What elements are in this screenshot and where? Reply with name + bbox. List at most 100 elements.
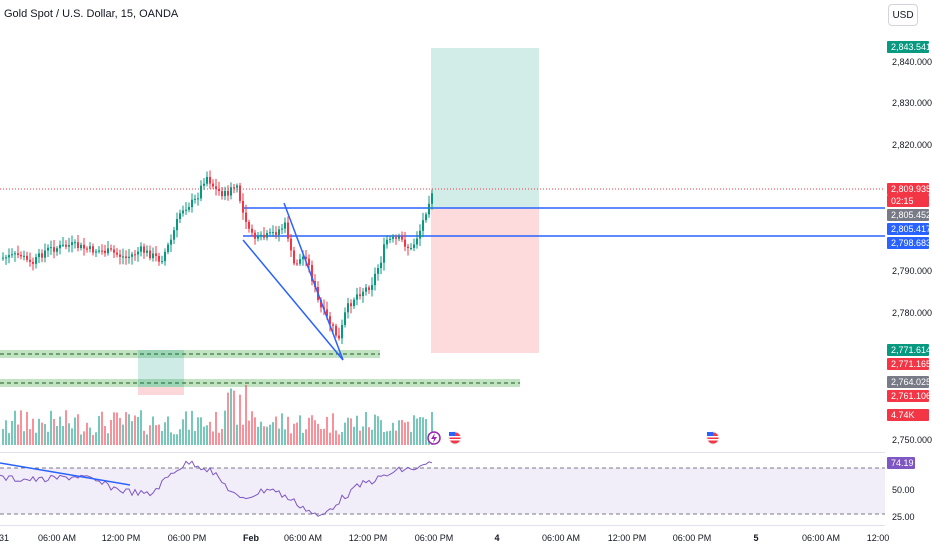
candle-body [161,261,163,263]
volume-bar [44,424,46,445]
time-label: 12:00 PM [607,533,647,543]
candle-body [392,237,394,239]
candle-body [272,232,274,234]
volume-bar [272,422,274,445]
zone-price-tag: 2,764.025 [887,376,931,388]
time-label: 12:00 PM [101,533,141,543]
volume-bar [242,424,244,445]
wedge-line-top[interactable] [283,202,344,361]
candle-body [50,247,52,249]
volume-bar [41,422,43,445]
volume-bar [80,434,82,445]
rsi-line [0,460,433,517]
volume-bar [296,422,298,445]
candle-body [350,303,352,307]
candle-body [218,189,220,192]
time-label: 06:00 AM [283,533,323,543]
volume-bar [230,388,232,445]
candle-body [401,236,403,240]
volume-bar [287,416,289,445]
currency-button[interactable]: USD [888,4,918,26]
volume-bar [35,432,37,445]
wedge-line-bottom[interactable] [242,239,344,361]
volume-bar [101,411,103,445]
candle-body [104,250,106,254]
candle-body [422,220,424,231]
candle-body [239,185,241,201]
volume-tag: 4.74K [887,409,929,421]
volume-bar [68,423,70,445]
candle-body [71,242,73,246]
candle-body [116,252,118,255]
candle-body [77,242,79,249]
candle-body [200,185,202,199]
loss-zone[interactable] [431,208,539,353]
us-flag-icon[interactable] [448,431,462,445]
us-flag-icon[interactable] [706,431,720,445]
symbol-title[interactable]: Gold Spot / U.S. Dollar, 15, OANDA [4,8,179,20]
volume-bar [77,414,79,445]
chart-canvas[interactable] [0,0,885,550]
volume-bar [200,417,202,445]
volume-bar [23,431,25,445]
volume-bar [278,428,280,445]
volume-bar [425,419,427,445]
candle-body [179,213,181,220]
candle-body [131,254,133,257]
candle-body [290,238,292,251]
candle-body [164,251,166,262]
rsi-trendline[interactable] [0,462,131,486]
volume-bar [233,390,235,445]
candle-body [17,253,19,256]
volume-bar [224,410,226,445]
volume-bar [62,426,64,445]
candle-body [305,256,307,259]
candle-body [44,250,46,258]
lightning-icon[interactable] [427,431,441,445]
volume-bar [29,429,31,445]
volume-bar [257,426,259,445]
price-tick: 2,790.000 [892,266,932,276]
volume-bar [59,416,61,445]
candle-body [38,253,40,258]
candle-body [8,255,10,258]
volume-bar [380,420,382,445]
volume-bar [320,429,322,445]
candle-body [65,244,67,247]
candle-body [29,259,31,262]
session-box-green [138,350,184,387]
volume-bar [305,429,307,445]
candle-body [416,238,418,245]
candle-body [62,244,64,246]
rsi-band [0,468,885,514]
candle-body [242,200,244,213]
volume-bar [56,426,58,445]
volume-bar [239,394,241,445]
volume-bar [20,410,22,445]
volume-bar [365,411,367,445]
price-tick: 2,820.000 [892,140,932,150]
candle-body [125,256,127,258]
volume-bar [386,431,388,445]
volume-bar [398,420,400,445]
volume-bar [47,431,49,445]
profit-zone[interactable] [431,48,539,208]
candle-body [329,316,331,325]
candle-body [278,229,280,235]
volume-bar [140,410,142,445]
candle-body [122,256,124,258]
candle-body [428,203,430,215]
candle-body [233,187,235,189]
volume-bar [128,414,130,445]
volume-bar [260,421,262,445]
candle-body [26,255,28,260]
candle-body [398,236,400,239]
zone-price-tag: 2,771.165 [887,358,931,370]
pane-divider[interactable] [0,452,885,453]
candle-body [98,250,100,252]
candle-body [35,257,37,264]
candle-body [356,294,358,300]
zone-price-tag: 2,771.614 [887,344,931,356]
volume-bar [341,432,343,445]
candle-body [281,228,283,230]
